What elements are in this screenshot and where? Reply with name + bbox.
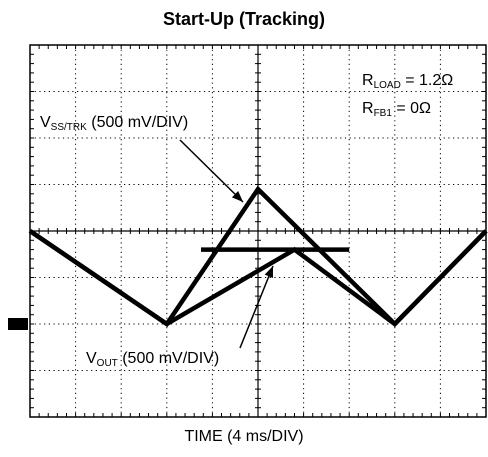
chart-title: Start-Up (Tracking) xyxy=(162,9,326,29)
vout-arrow-line xyxy=(239,265,274,349)
rload-annotation: RLOAD = 1.2Ω xyxy=(362,72,454,91)
rfb1-annotation: RFB1 = 0Ω xyxy=(362,100,431,119)
vout-label: VOUT (500 mV/DIV) xyxy=(86,350,220,369)
ground-marker xyxy=(8,318,28,330)
vss-arrow-line xyxy=(179,139,244,203)
vout-arrow-head xyxy=(264,266,273,278)
vss-arrow-head xyxy=(231,191,243,202)
vss-trk-label: VSS/TRK (500 mV/DIV) xyxy=(40,114,189,133)
x-axis-label: TIME (4 ms/DIV) xyxy=(184,428,304,445)
